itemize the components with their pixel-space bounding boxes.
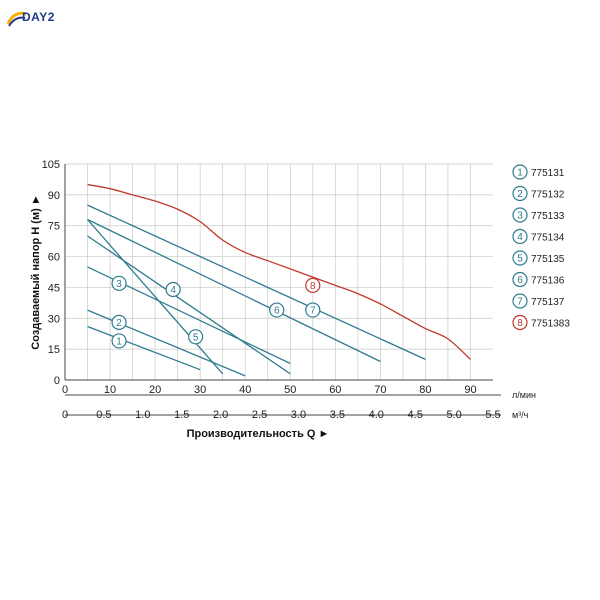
legend-badge-number: 7 [517, 297, 523, 308]
series-badge-label: 2 [116, 318, 122, 329]
series-badge-label: 6 [274, 306, 280, 317]
x-tick-label: 40 [239, 384, 251, 396]
series-line-775135 [87, 219, 224, 375]
y-tick-label: 60 [48, 252, 60, 264]
series-badge-label: 7 [310, 306, 316, 317]
x2-tick-label: 0.5 [96, 409, 111, 421]
series-group [87, 183, 471, 377]
legend-label: 7751383 [531, 319, 570, 330]
legend-badge-number: 1 [517, 168, 523, 179]
legend-badge-number: 3 [517, 211, 523, 222]
series-badge-label: 4 [170, 285, 176, 296]
legend: 1 775131 2 775132 3 775133 4 775134 5 775135 6 7751… [512, 164, 570, 331]
x-tick-label: 80 [419, 384, 431, 396]
series-badge-2 [111, 314, 127, 330]
y-tick-label: 15 [48, 344, 60, 356]
y-tick-label: 105 [42, 159, 60, 171]
x2-tick-label: 0 [62, 409, 68, 421]
legend-badge-number: 6 [517, 275, 523, 286]
grid [65, 163, 493, 381]
legend-badge-1 [512, 164, 528, 180]
x-unit-primary: л/мин [512, 390, 536, 400]
legend-badge-7 [512, 293, 528, 309]
legend-badge-4 [512, 228, 528, 245]
brand-logo [6, 8, 76, 30]
x-tick-label: 50 [284, 384, 296, 396]
y-tick-label: 0 [54, 375, 60, 387]
series-badge-5 [188, 329, 204, 345]
legend-label: 775131 [531, 168, 565, 179]
y-tick-label: 90 [48, 190, 60, 202]
x2-tick-label: 1.0 [135, 409, 150, 421]
legend-badge-5 [512, 250, 528, 266]
legend-badge-2 [512, 185, 528, 202]
x-axis-label: Производительность Q ► [187, 428, 330, 440]
x2-tick-label: 1.5 [174, 409, 189, 421]
series-badge-label: 5 [193, 332, 199, 343]
plot-frame [64, 164, 501, 416]
series-line-775136 [87, 218, 381, 363]
series-line-775131 [87, 325, 201, 371]
x-unit-secondary: м³/ч [512, 410, 529, 420]
series-badge-3 [111, 275, 127, 291]
legend-badge-8 [512, 314, 528, 331]
x-tick-label: 60 [329, 384, 341, 396]
x-tick-label: 90 [464, 384, 476, 396]
series-line-775132 [87, 309, 246, 377]
x-tick-label: 10 [104, 384, 116, 396]
legend-label: 775134 [531, 233, 565, 244]
x-tick-label: 0 [62, 384, 68, 396]
x2-ticks: 0 0.5 1.0 1.5 2.0 2.5 3.0 3.5 4.0 4.5 5.0 5.5 [62, 409, 501, 421]
legend-label: 775137 [531, 297, 565, 308]
series-badge-4 [165, 281, 181, 298]
series-badge-7 [305, 302, 321, 318]
series-badge-1 [111, 333, 127, 349]
legend-label: 775132 [531, 190, 565, 201]
legend-badge-number: 5 [517, 254, 523, 265]
logo-swoosh-icon [6, 11, 27, 27]
legend-badge-number: 4 [517, 232, 523, 243]
series-badges: 1 2 3 4 5 6 7 8 [111, 275, 321, 349]
series-badge-8 [305, 277, 321, 293]
legend-badge-number: 2 [517, 189, 523, 200]
legend-label: 775135 [531, 254, 565, 265]
y-tick-label: 45 [48, 282, 60, 294]
y-tick-label: 30 [48, 313, 60, 325]
logo-text: DAY2 [22, 10, 55, 24]
y-ticks: 0 15 30 45 60 75 90 105 [42, 159, 60, 387]
legend-badge-number: 8 [517, 318, 523, 329]
x2-tick-label: 4.5 [408, 409, 423, 421]
x2-tick-label: 5.5 [485, 409, 500, 421]
series-line-7751383 [87, 183, 471, 360]
x2-tick-label: 3.0 [291, 409, 306, 421]
series-badge-label: 3 [116, 279, 122, 290]
x2-tick-label: 2.5 [252, 409, 267, 421]
legend-badge-6 [512, 271, 528, 288]
series-badge-6 [269, 302, 285, 318]
x-tick-label: 30 [194, 384, 206, 396]
legend-badge-3 [512, 207, 528, 223]
legend-label: 775136 [531, 276, 565, 287]
series-badge-label: 1 [116, 336, 122, 347]
x2-tick-label: 2.0 [213, 409, 228, 421]
x2-tick-label: 4.0 [369, 409, 384, 421]
x2-tick-label: 3.5 [330, 409, 345, 421]
x-ticks: 0 10 20 30 40 50 60 70 80 90 [62, 384, 477, 396]
series-line-775137 [87, 204, 426, 360]
x2-tick-label: 5.0 [446, 409, 461, 421]
y-tick-label: 75 [48, 221, 60, 233]
y-axis-label: Создаваемый напор H (м) ► [30, 194, 42, 349]
x-tick-label: 20 [149, 384, 161, 396]
x-tick-label: 70 [374, 384, 386, 396]
series-badge-label: 8 [310, 281, 316, 292]
legend-label: 775133 [531, 211, 565, 222]
